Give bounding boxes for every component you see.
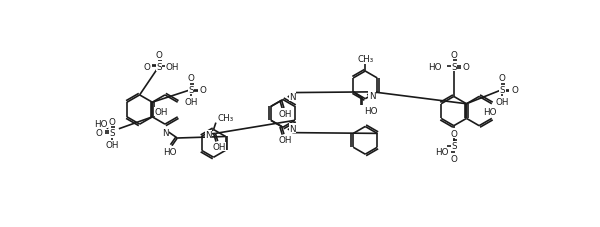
Text: S: S	[156, 63, 162, 72]
Text: S: S	[109, 128, 115, 138]
Text: O: O	[188, 74, 194, 83]
Text: S: S	[451, 63, 457, 72]
Text: S: S	[188, 86, 194, 95]
Text: OH: OH	[165, 63, 179, 72]
Text: OH: OH	[184, 97, 198, 106]
Text: O: O	[451, 154, 457, 163]
Text: O: O	[511, 86, 518, 95]
Text: HO: HO	[435, 148, 448, 157]
Text: O: O	[144, 63, 151, 72]
Text: O: O	[451, 129, 457, 138]
Text: S: S	[451, 142, 457, 151]
Text: N: N	[368, 92, 375, 101]
Text: OH: OH	[279, 136, 292, 144]
Text: HO: HO	[428, 63, 442, 72]
Text: N: N	[289, 124, 296, 133]
Text: O: O	[109, 117, 115, 126]
Text: OH: OH	[212, 142, 226, 151]
Text: N: N	[289, 93, 296, 101]
Text: O: O	[155, 51, 163, 60]
Text: OH: OH	[155, 107, 168, 116]
Text: S: S	[499, 86, 505, 95]
Text: HO: HO	[94, 119, 108, 128]
Text: CH₃: CH₃	[217, 114, 233, 123]
Text: O: O	[499, 73, 506, 82]
Text: CH₃: CH₃	[357, 55, 373, 64]
Text: OH: OH	[279, 109, 292, 118]
Text: N: N	[205, 131, 212, 140]
Text: N: N	[162, 128, 168, 137]
Text: O: O	[451, 50, 457, 59]
Text: HO: HO	[484, 107, 497, 116]
Text: O: O	[95, 128, 102, 138]
Text: O: O	[463, 63, 470, 72]
Text: HO: HO	[364, 106, 377, 115]
Text: OH: OH	[105, 141, 119, 150]
Text: O: O	[199, 86, 206, 95]
Text: OH: OH	[496, 98, 509, 107]
Text: HO: HO	[163, 147, 176, 156]
